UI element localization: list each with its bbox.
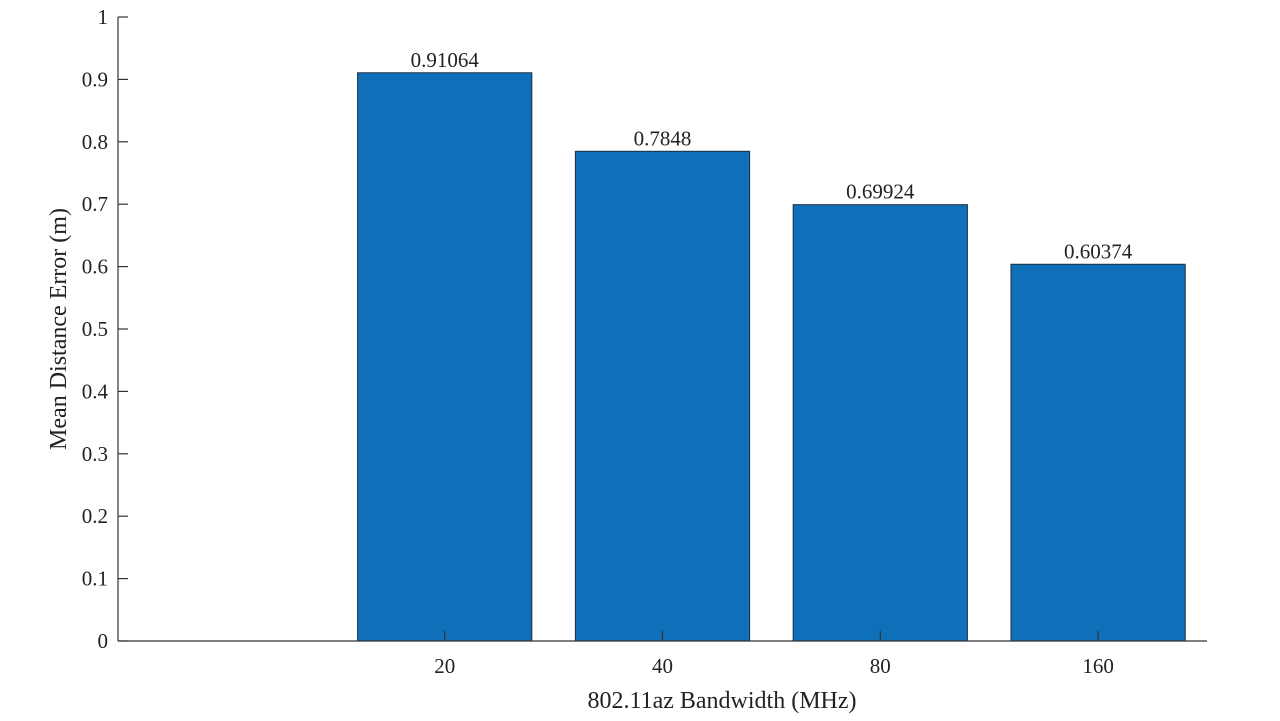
bar-160 <box>1010 263 1186 642</box>
bar-80 <box>792 204 968 642</box>
x-tick-label: 160 <box>1082 654 1114 678</box>
y-ticks-group: 0 0.1 0.2 0.3 0.4 0.5 0.6 0.7 0.8 0.9 1 <box>82 5 128 653</box>
y-tick-label: 0.6 <box>82 255 108 279</box>
data-label-40: 0.7848 <box>634 126 692 150</box>
x-tick-label: 80 <box>870 654 891 678</box>
y-tick-label: 0.8 <box>82 130 108 154</box>
data-label-160: 0.60374 <box>1064 239 1133 263</box>
x-ticks-group: 20 40 80 160 <box>434 631 1114 678</box>
y-tick-label: 0.2 <box>82 504 108 528</box>
y-tick-label: 0.9 <box>82 67 108 91</box>
bar-40 <box>574 150 751 642</box>
y-tick-label: 0 <box>98 629 109 653</box>
data-label-80: 0.69924 <box>846 180 915 204</box>
y-tick-label: 0.4 <box>82 379 109 403</box>
y-tick-label: 0.5 <box>82 317 108 341</box>
y-axis-label: Mean Distance Error (m) <box>46 208 72 450</box>
bars-group <box>357 72 1186 642</box>
y-tick-label: 0.3 <box>82 442 108 466</box>
x-tick-label: 40 <box>652 654 673 678</box>
data-labels-group: 0.91064 0.7848 0.69924 0.60374 <box>411 48 1133 264</box>
y-tick-label: 0.7 <box>82 192 108 216</box>
y-tick-label: 0.1 <box>82 567 108 591</box>
data-label-20: 0.91064 <box>411 48 480 72</box>
y-tick-label: 1 <box>98 5 109 29</box>
x-axis-label: 802.11az Bandwidth (MHz) <box>587 688 856 714</box>
bar-20 <box>357 72 533 642</box>
x-tick-label: 20 <box>434 654 455 678</box>
